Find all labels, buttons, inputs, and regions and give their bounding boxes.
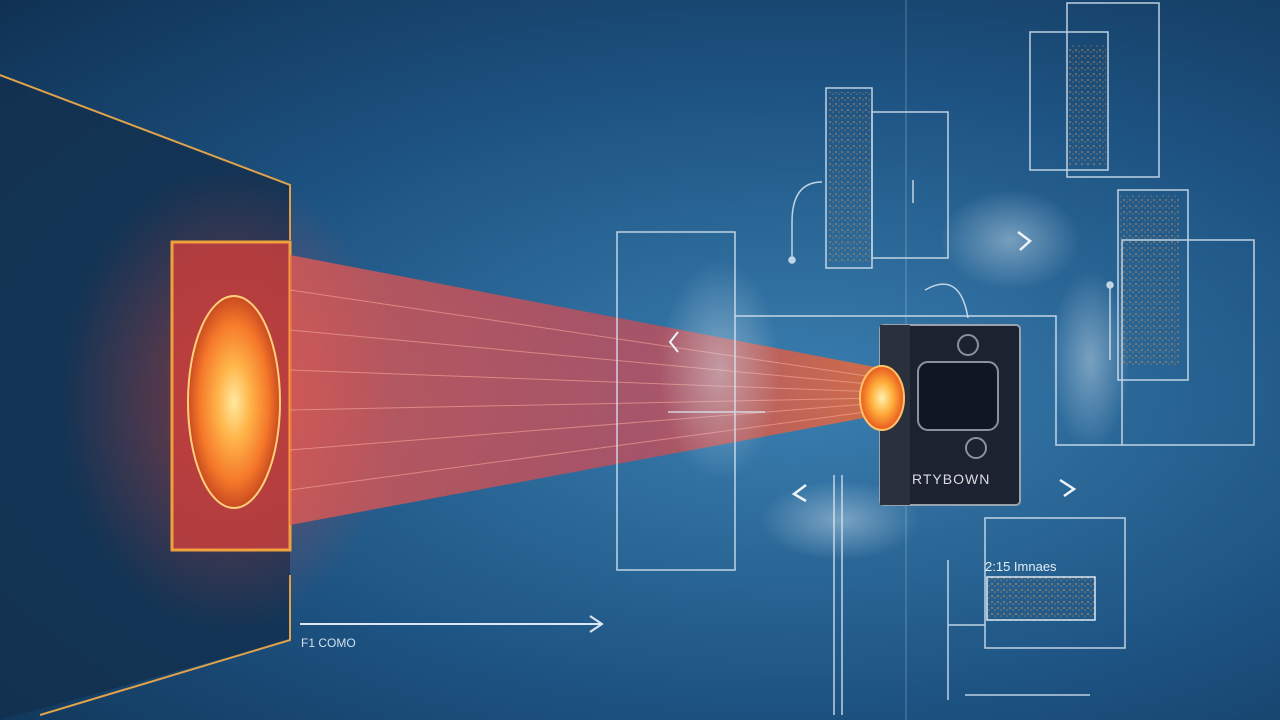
laser-emitter-icon — [860, 366, 904, 430]
data-panels — [828, 45, 1180, 621]
panel-caption: 2:15 Imnaes — [985, 559, 1057, 574]
arrow-right-icon — [300, 615, 604, 633]
target-lens-icon — [188, 296, 280, 508]
chevron-icon — [668, 231, 1077, 503]
device-label: RTYBOWN — [912, 471, 991, 487]
schematic-frames — [616, 0, 1255, 720]
laser-emitter-device — [859, 324, 1021, 506]
laser-beam — [289, 255, 881, 525]
distance-label: F1 COMO — [301, 636, 356, 650]
target-panel — [170, 240, 292, 552]
